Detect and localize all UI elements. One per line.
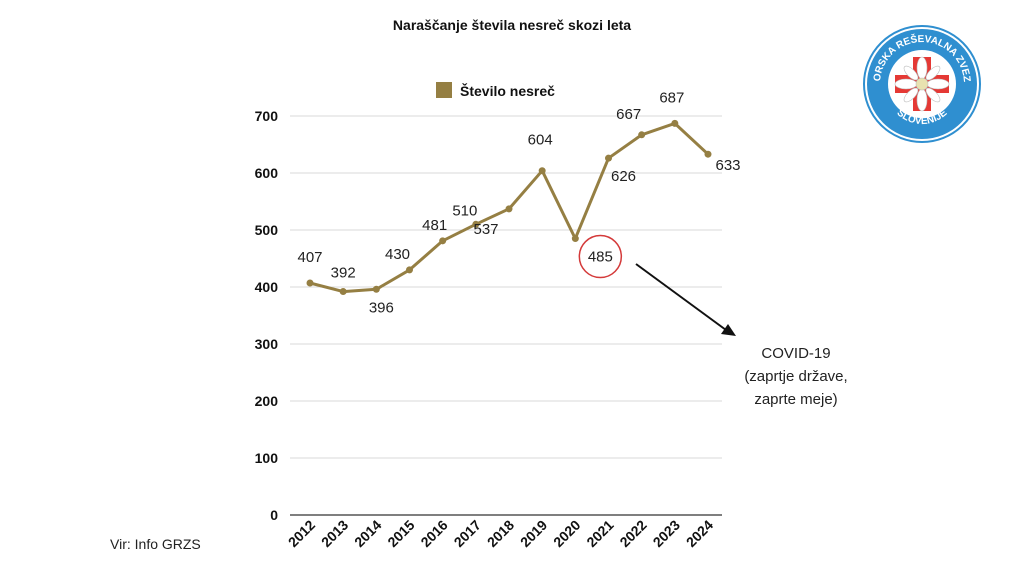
y-tick-label: 400 xyxy=(255,279,279,295)
x-tick-label: 2018 xyxy=(484,517,517,550)
y-tick-label: 700 xyxy=(255,108,279,124)
data-point xyxy=(704,150,712,158)
x-tick-label: 2015 xyxy=(384,517,417,550)
data-label: 485 xyxy=(588,249,613,266)
data-point xyxy=(372,285,380,293)
chart-title: Naraščanje števila nesreč skozi leta xyxy=(392,17,632,33)
annotation-line-1: COVID-19 xyxy=(761,345,830,362)
covid-highlight-circle xyxy=(578,234,623,279)
annotation-line-2: (zaprtje države, xyxy=(744,368,847,385)
data-point xyxy=(571,235,579,243)
x-tick-label: 2014 xyxy=(351,517,384,550)
data-label: 396 xyxy=(369,299,394,316)
data-label: 481 xyxy=(422,217,447,234)
grid-lines xyxy=(290,115,722,516)
data-label: 510 xyxy=(452,202,477,219)
x-tick-label: 2024 xyxy=(683,517,716,550)
data-point xyxy=(472,220,480,228)
grzs-logo: GORSKA REŠEVALNA ZVEZA SLOVENIJE xyxy=(862,24,981,143)
y-tick-label: 100 xyxy=(255,450,279,466)
legend: Število nesreč xyxy=(436,82,555,99)
y-axis-ticks: 0 100 200 300 400 500 600 700 xyxy=(255,108,279,523)
x-tick-label: 2019 xyxy=(517,517,550,550)
data-label: 430 xyxy=(385,246,410,263)
data-label: 633 xyxy=(715,157,740,174)
data-point xyxy=(538,167,546,175)
data-points xyxy=(306,119,712,296)
data-label: 604 xyxy=(528,132,553,149)
y-tick-label: 200 xyxy=(255,393,279,409)
source-note: Vir: Info GRZS xyxy=(110,536,201,552)
x-tick-label: 2017 xyxy=(451,517,484,550)
data-label: 667 xyxy=(616,106,641,123)
x-tick-label: 2012 xyxy=(285,517,318,550)
legend-label: Število nesreč xyxy=(460,82,555,99)
data-point xyxy=(671,119,679,127)
data-label: 537 xyxy=(473,221,498,238)
y-tick-label: 300 xyxy=(255,336,279,352)
data-label: 392 xyxy=(331,265,356,282)
x-tick-label: 2021 xyxy=(583,517,616,550)
x-tick-label: 2022 xyxy=(616,517,649,550)
data-point xyxy=(605,154,612,162)
data-point xyxy=(505,205,513,213)
data-point xyxy=(439,237,447,245)
data-labels: 407 392 396 430 481 510 537 604 485 626 667 687 633 xyxy=(297,89,740,316)
x-axis-ticks: 2012 2013 2014 2015 2016 2017 2018 2019 2020 2021… xyxy=(285,517,716,550)
y-tick-label: 600 xyxy=(255,165,279,181)
x-tick-label: 2013 xyxy=(318,517,351,550)
y-tick-label: 500 xyxy=(255,222,279,238)
data-point xyxy=(339,288,347,296)
x-tick-label: 2023 xyxy=(650,517,683,550)
data-label: 687 xyxy=(659,89,684,106)
data-label: 626 xyxy=(611,168,636,185)
annotation-arrow xyxy=(635,263,736,336)
x-tick-label: 2020 xyxy=(550,517,583,550)
annotation-line-3: zaprte meje) xyxy=(754,391,837,408)
data-label: 407 xyxy=(297,249,322,266)
data-point xyxy=(406,266,413,274)
edelweiss-icon xyxy=(894,56,950,112)
data-point xyxy=(306,279,314,287)
x-tick-label: 2016 xyxy=(417,517,450,550)
y-tick-label: 0 xyxy=(270,507,278,523)
data-point xyxy=(638,131,646,139)
legend-swatch xyxy=(436,82,452,98)
